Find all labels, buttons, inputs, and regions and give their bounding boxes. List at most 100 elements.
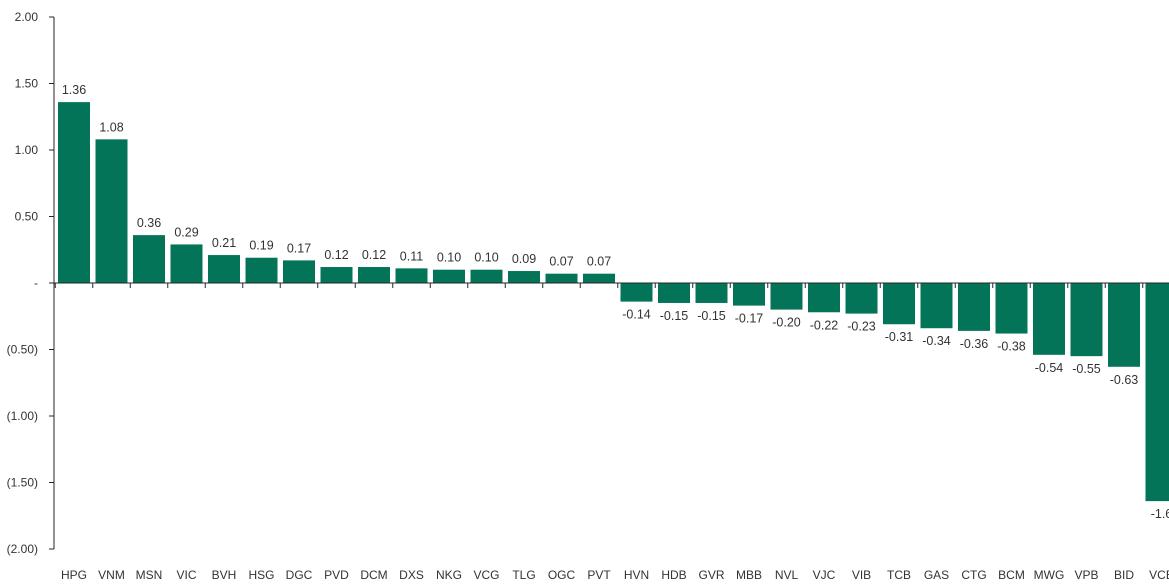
bar-tcb: [883, 283, 915, 325]
bar-mwg: [1033, 283, 1065, 355]
data-label: 1.08: [99, 120, 123, 134]
y-axis: 2.00 1.50 1.00 0.50 - (0.50) (1.00) (1.50) (2.00…: [7, 10, 55, 556]
data-label: -0.54: [1035, 361, 1064, 375]
x-tick-label: VIC: [176, 568, 196, 582]
data-label: -0.14: [622, 308, 651, 322]
x-axis: HPG VNM MSN VIC BVH HSG DGC PVD DCM DXS NKG VCG TLG O…: [54, 282, 1169, 582]
data-label: -0.63: [1110, 373, 1139, 387]
x-tick-label: PVD: [324, 568, 349, 582]
y-tick-label: 1.00: [15, 143, 39, 157]
bar-hsg: [245, 257, 278, 283]
x-tick-label: VIB: [852, 568, 871, 582]
bar-dgc: [283, 260, 315, 283]
bar-ogc: [545, 273, 578, 283]
x-tick-label: VNM: [98, 568, 125, 582]
bar-hpg: [58, 102, 90, 284]
data-label: -0.20: [772, 316, 801, 330]
data-label: -0.34: [922, 334, 951, 348]
data-label: -0.22: [810, 318, 839, 332]
bar-gas: [920, 283, 953, 329]
data-label: 0.29: [174, 225, 198, 239]
x-tick-label: VPB: [1074, 568, 1098, 582]
data-label: -0.31: [885, 330, 914, 344]
bar-vpb: [1070, 283, 1103, 357]
bar-gvr: [695, 283, 728, 303]
bar-vnm: [95, 139, 128, 283]
data-labels-group: 1.36 1.08 0.36 0.29 0.21 0.19 0.17 0.12 0.12 0.11…: [62, 83, 1169, 521]
data-label: 0.19: [249, 239, 273, 253]
data-label: -0.15: [660, 309, 689, 323]
data-label: 0.12: [324, 248, 348, 262]
x-tick-label: HVN: [624, 568, 649, 582]
data-label: 0.07: [587, 255, 611, 269]
data-label: 0.21: [212, 236, 236, 250]
data-label: 0.07: [549, 255, 573, 269]
x-tick-label: VJC: [813, 568, 836, 582]
bar-nkg: [433, 269, 465, 283]
bar-dcm: [358, 267, 390, 283]
bar-msn: [133, 235, 165, 283]
data-label: 0.17: [287, 241, 311, 255]
data-label: 0.12: [362, 248, 386, 262]
bar-vic: [170, 244, 203, 283]
x-tick-label: DGC: [286, 568, 313, 582]
bar-bid: [1108, 283, 1140, 367]
x-tick-label: MWG: [1034, 568, 1065, 582]
data-label: -0.55: [1072, 362, 1101, 376]
x-tick-label: HPG: [61, 568, 87, 582]
data-label: 0.10: [474, 251, 498, 265]
x-tick-label: MSN: [136, 568, 163, 582]
bar-pvd: [320, 267, 353, 283]
y-tick-label: (1.00): [7, 409, 38, 423]
x-tick-label: DXS: [399, 568, 424, 582]
data-label: -0.15: [697, 309, 726, 323]
bar-bcm: [995, 283, 1028, 334]
x-tick-label: VCG: [473, 568, 499, 582]
x-tick-label: OGC: [548, 568, 576, 582]
x-tick-label: HDB: [661, 568, 686, 582]
x-tick-label: TCB: [887, 568, 911, 582]
bar-vib: [845, 283, 878, 314]
y-tick-label: 1.50: [15, 77, 39, 91]
y-tick-label: -: [34, 276, 38, 290]
data-label: 0.09: [512, 252, 536, 266]
x-tick-label: BID: [1114, 568, 1134, 582]
x-tick-label: MBB: [736, 568, 762, 582]
bar-tlg: [508, 271, 540, 283]
data-label: -0.38: [997, 340, 1026, 354]
x-tick-label: BCM: [998, 568, 1025, 582]
y-tick-label: (0.50): [7, 343, 38, 357]
x-tick-label: DCM: [360, 568, 387, 582]
x-tick-label: GAS: [924, 568, 949, 582]
x-tick-label: PVT: [587, 568, 611, 582]
bar-dxs: [395, 268, 428, 283]
data-label: 0.11: [400, 249, 423, 263]
y-tick-label: 2.00: [15, 10, 39, 24]
bar-mbb: [733, 283, 765, 306]
x-tick-label: TLG: [512, 568, 535, 582]
x-tick-label: NKG: [436, 568, 462, 582]
y-tick-label: 0.50: [15, 210, 39, 224]
x-tick-label: CTG: [961, 568, 986, 582]
x-tick-label: GVR: [698, 568, 724, 582]
bar-vcb: [1145, 283, 1169, 502]
x-tick-label: BVH: [212, 568, 237, 582]
data-label: 1.36: [62, 83, 86, 97]
bar-ctg: [958, 283, 990, 331]
bar-hdb: [658, 283, 690, 303]
y-tick-label: (1.50): [7, 476, 38, 490]
y-tick-label: (2.00): [7, 542, 38, 556]
data-label: -0.17: [735, 312, 764, 326]
data-label: 0.10: [437, 251, 461, 265]
bar-hvn: [620, 283, 653, 302]
bars-group: [58, 102, 1169, 502]
data-label: 0.36: [137, 216, 161, 230]
x-tick-label: NVL: [775, 568, 799, 582]
x-tick-label: VCB: [1149, 568, 1169, 582]
bar-vcg: [470, 269, 503, 283]
data-label: -0.23: [847, 320, 876, 334]
data-label: -0.36: [960, 337, 989, 351]
bar-nvl: [770, 283, 803, 310]
data-label: -1.6: [1151, 507, 1169, 521]
